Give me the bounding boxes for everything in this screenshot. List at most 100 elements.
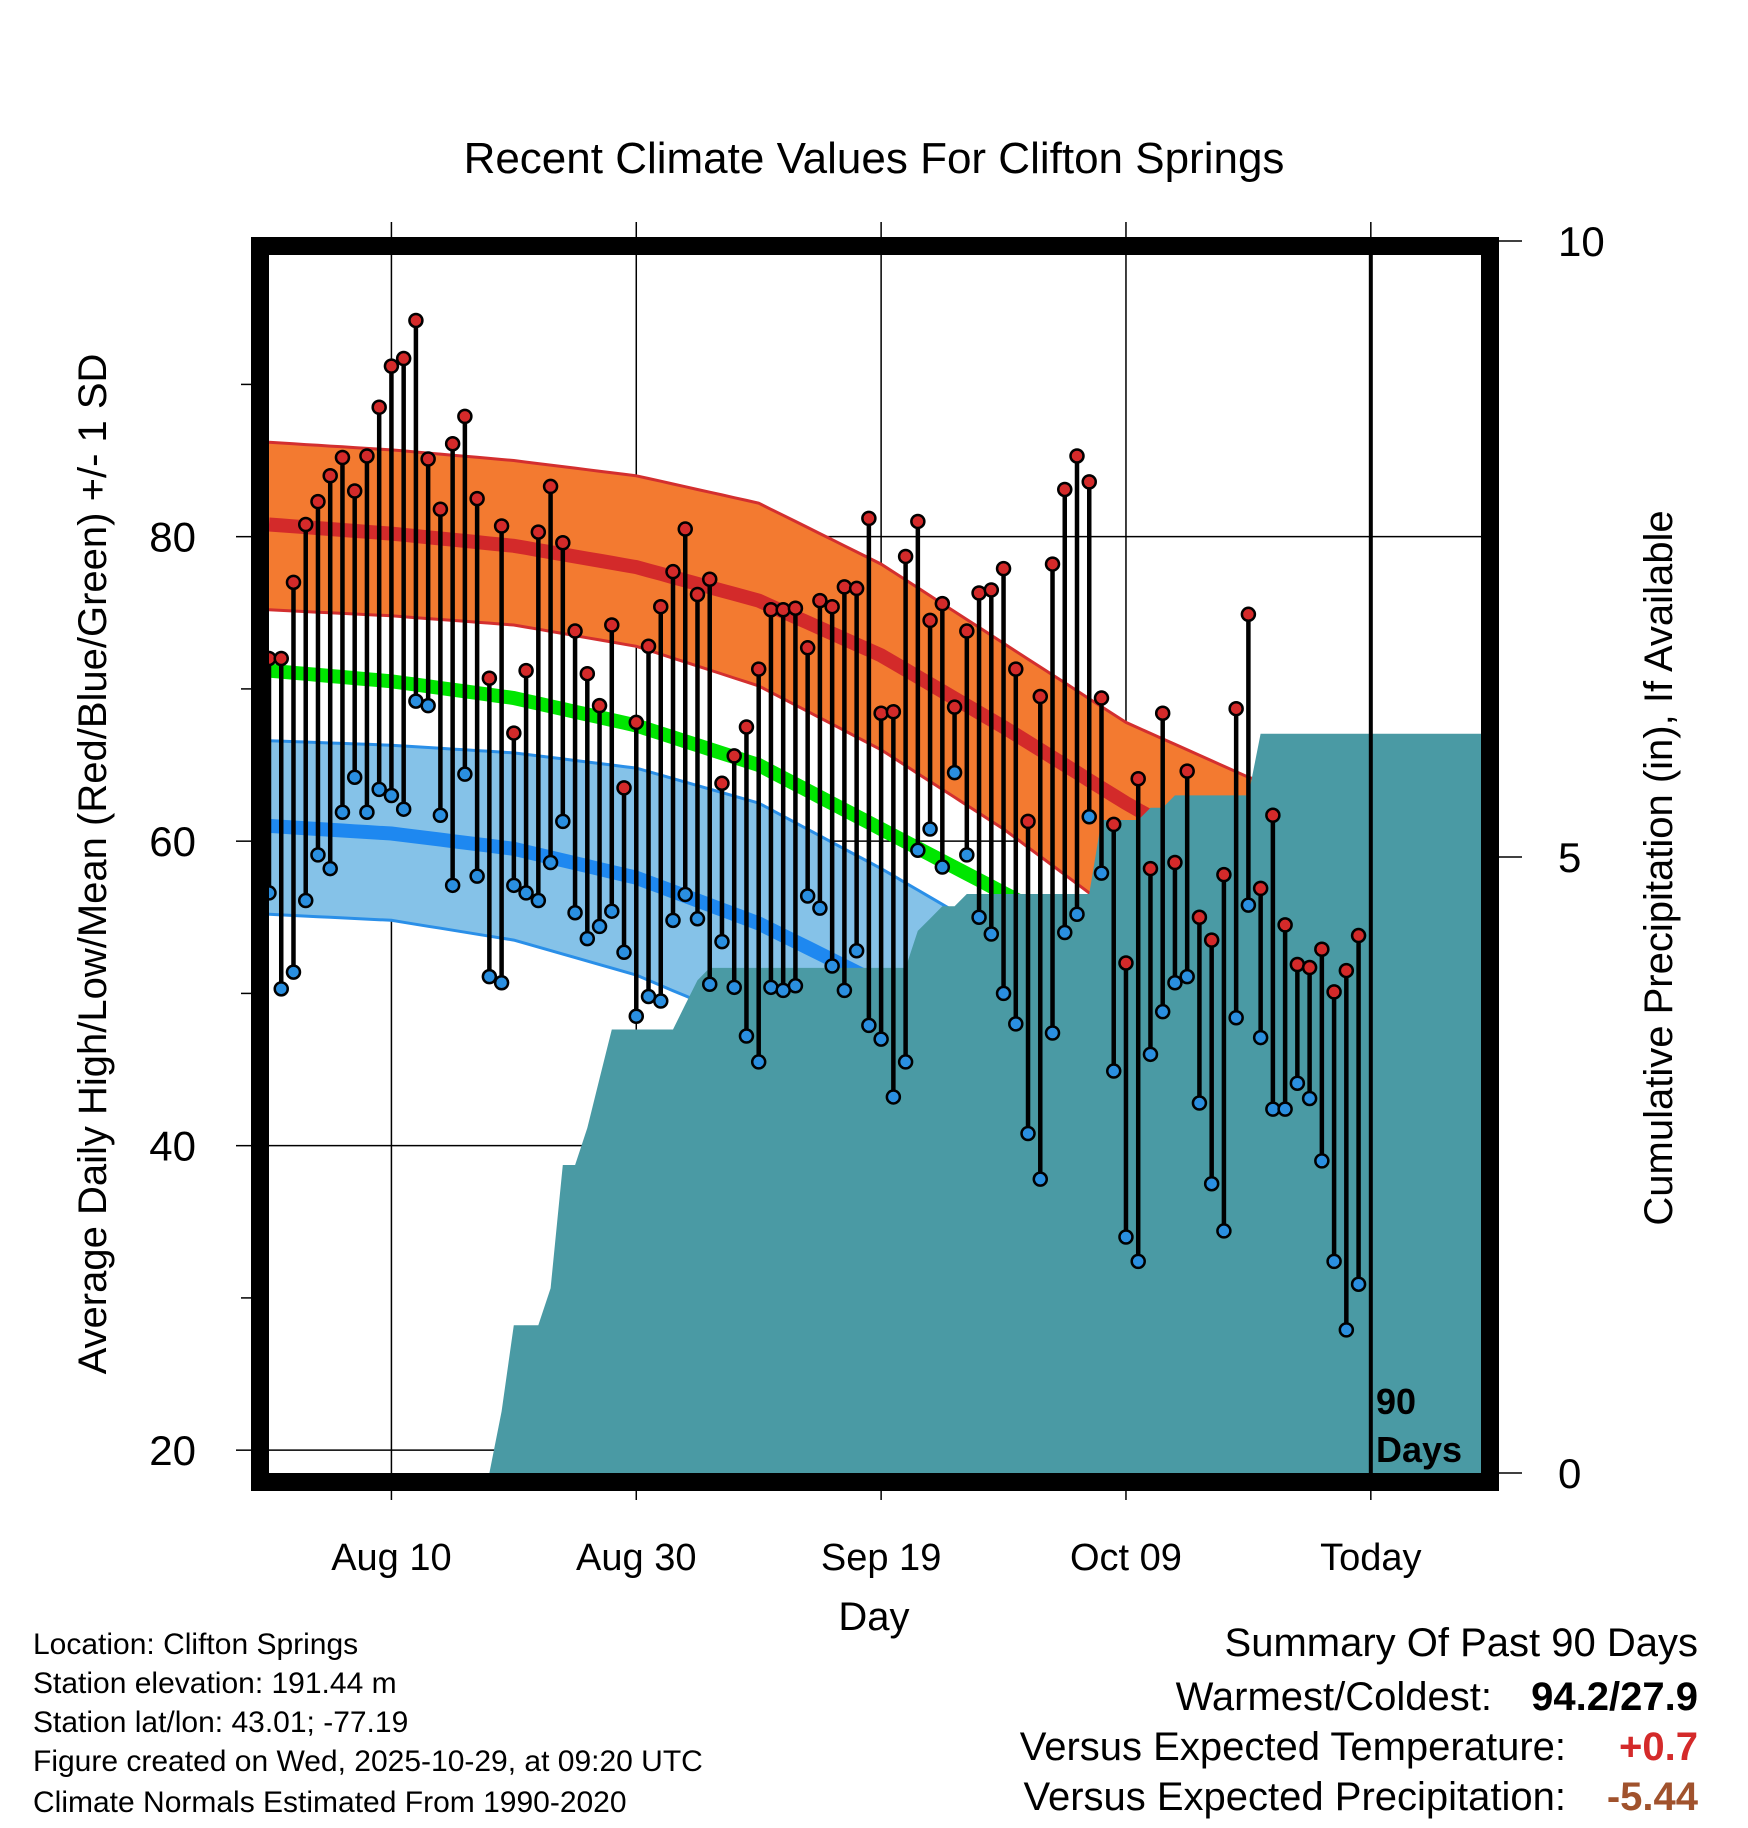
daily-low-point [1167,975,1183,991]
x-tick-label: Aug 30 [576,1537,696,1579]
daily-high-point [591,697,608,714]
daily-low-point [1314,1153,1330,1169]
daily-low-point [848,943,865,959]
daily-low-point [861,1017,877,1034]
daily-high-point [310,493,326,510]
daily-high-point [824,598,840,615]
daily-low-point [1020,1125,1036,1142]
daily-low-point [1154,1003,1171,1020]
daily-high-point [542,478,559,495]
daily-low-point [395,801,412,817]
daily-low-point [689,911,706,927]
x-tick-label: Today [1320,1537,1421,1579]
daily-high-point [506,725,522,741]
daily-low-point [1142,1046,1159,1063]
daily-low-point [346,769,363,785]
y-tick-label: 80 [149,514,196,561]
daily-low-point [701,976,718,993]
daily-high-point [885,704,902,720]
y-axis-label: Average Daily High/Low/Mean (Red/Blue/Gr… [71,354,115,1375]
daily-high-point [1069,448,1085,464]
daily-high-point [983,582,1000,598]
daily-low-point [1191,1095,1208,1111]
daily-high-point [1167,854,1183,871]
daily-low-point [334,804,351,820]
daily-high-point [726,748,742,764]
x-tick-label: Aug 10 [331,1537,451,1579]
daily-high-point [971,585,987,601]
daily-low-point [359,804,375,820]
daily-high-point [1118,955,1134,971]
daily-low-point [799,888,816,904]
daily-high-point [738,719,755,735]
daily-high-point [616,780,632,796]
daily-low-point [506,877,522,894]
daily-low-point [885,1089,902,1105]
daily-low-point [726,979,742,996]
daily-low-point [1105,1063,1122,1079]
daily-high-point [1044,556,1061,572]
daily-high-point [848,580,865,597]
daily-low-point [1277,1101,1293,1117]
precip-anomaly-label: Versus Expected Precipitation: [1023,1775,1566,1819]
daily-low-point [1044,1025,1061,1041]
daily-low-point [1301,1090,1318,1107]
daily-low-point [518,885,534,901]
daily-high-point [1289,956,1306,973]
daily-high-point [444,436,461,452]
daily-low-point [653,993,669,1009]
y2-tick-label: 0 [1558,1450,1581,1497]
info-elevation: Station elevation: 191.44 m [33,1667,397,1700]
daily-high-point [1265,807,1281,824]
daily-low-point [322,860,338,877]
daily-high-point [371,399,387,415]
summary-box: Summary Of Past 90 Days Warmest/Coldest:… [1020,1621,1699,1819]
daily-low-point [922,821,938,837]
summary-title: Summary Of Past 90 Days [1225,1621,1698,1665]
daily-low-point [1252,1029,1269,1046]
daily-high-point [1314,941,1330,958]
daily-high-point [383,358,400,374]
daily-low-point [1179,968,1195,985]
daily-low-point [383,787,400,804]
daily-low-point [873,1031,889,1047]
daily-high-point [1008,661,1024,677]
daily-high-point [395,350,412,367]
daily-low-point [1228,1010,1244,1026]
x-axis-label: Day [838,1595,909,1639]
daily-low-point [836,982,853,999]
daily-high-point [359,448,375,464]
daily-high-point [628,714,645,731]
daily-low-point [763,979,779,996]
warmest-coldest-label: Warmest/Coldest: [1176,1675,1492,1719]
daily-low-point [530,892,547,909]
daily-high-point [1191,909,1208,926]
station-info: Location: Clifton Springs Station elevat… [33,1628,703,1819]
daily-high-point [604,617,620,633]
daily-high-point [346,483,363,499]
daily-low-point [457,766,473,782]
daily-low-point [481,968,498,985]
daily-high-point [861,510,877,527]
y-tick-label: 20 [149,1427,196,1474]
daily-low-point [1130,1253,1146,1270]
daily-low-point [371,781,387,798]
daily-low-point [1008,1016,1024,1032]
daily-high-point [457,408,473,425]
daily-high-point [640,638,657,655]
daily-high-point [1216,866,1232,883]
info-location: Location: Clifton Springs [33,1628,358,1661]
daily-low-point [469,868,485,884]
daily-low-point [824,958,840,974]
daily-high-point [1105,816,1122,833]
daily-high-point [297,516,314,533]
plot-frame [251,237,1499,1491]
daily-high-point [1093,690,1110,706]
daily-high-point [1301,959,1318,976]
daily-low-point [983,926,1000,942]
daily-high-point [653,598,669,615]
daily-low-point [420,697,436,714]
axes-layer: Aug 10 Aug 30 Sep 19 Oct 09 Today 20 40 60 80 0 5 1… [149,218,1604,1579]
daily-low-point [971,909,987,926]
daily-high-point [665,563,681,580]
